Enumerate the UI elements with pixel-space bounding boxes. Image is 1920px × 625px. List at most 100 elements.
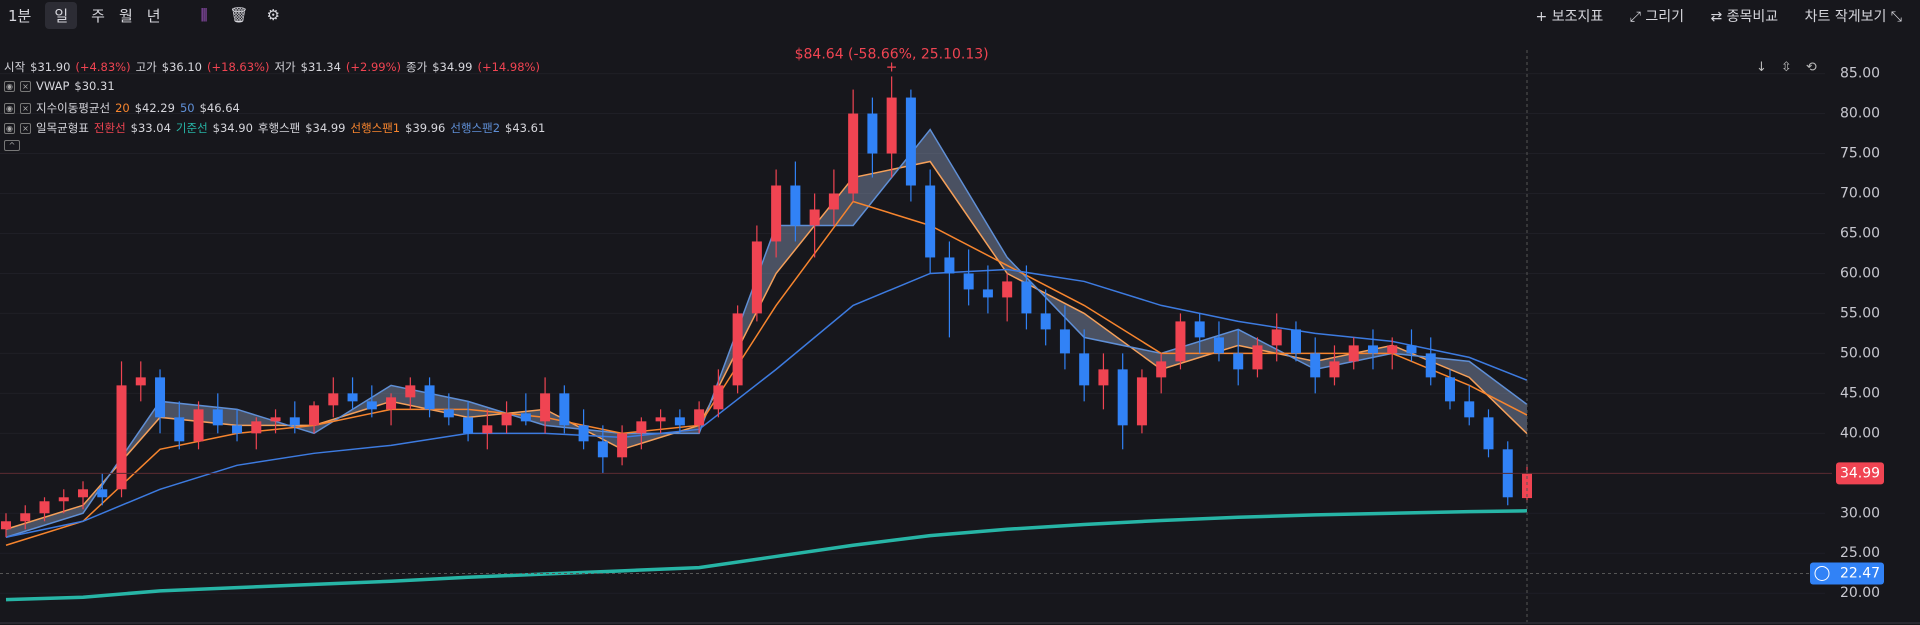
candle-body — [135, 377, 146, 386]
y-tick-label: 60.00 — [1840, 265, 1880, 281]
value: $39.96 — [405, 121, 446, 135]
annotation-marker: + — [886, 59, 898, 75]
candle-body — [463, 417, 474, 434]
label: 지수이동평균선 — [36, 101, 111, 115]
y-tick-label: 40.00 — [1840, 425, 1880, 441]
period[interactable]: 월 — [118, 6, 133, 25]
candle-body — [1464, 401, 1475, 418]
label: 전환선 — [93, 121, 126, 135]
button[interactable]: ↓ — [1756, 60, 1767, 75]
candle-body — [597, 441, 608, 458]
value: $46.64 — [199, 101, 240, 115]
close[interactable]: × — [20, 80, 31, 92]
action[interactable]: + 보조지표 — [1535, 9, 1604, 25]
candle-body — [1329, 361, 1340, 378]
candle-body — [771, 185, 782, 242]
icon[interactable]: ⚙ — [266, 6, 280, 24]
candle-body — [520, 413, 531, 422]
label: 선행스팬2 — [450, 121, 501, 135]
candle-body — [1136, 377, 1147, 426]
eye[interactable]: ◉ — [4, 80, 15, 92]
candle-body — [867, 113, 878, 154]
icon[interactable]: ⫼ — [200, 6, 208, 24]
candle-body — [578, 425, 589, 442]
change: (+14.98%) — [477, 60, 540, 74]
y-tick-label: 70.00 — [1840, 185, 1880, 201]
button[interactable]: ⇳ — [1780, 60, 1792, 75]
candle-body — [20, 513, 31, 522]
candle-body — [347, 393, 358, 402]
candle-body — [58, 497, 69, 502]
price-tag-label: 34.99 — [1840, 465, 1880, 481]
y-tick-label: 55.00 — [1840, 305, 1880, 321]
candle-body — [386, 397, 397, 410]
candle-body — [1002, 281, 1013, 298]
price-tag — [1810, 562, 1884, 585]
candle-body — [1406, 345, 1417, 354]
label: 선행스팬1 — [350, 121, 401, 135]
candle-body — [39, 501, 50, 514]
candle-body — [270, 417, 281, 422]
value: $30.31 — [74, 79, 115, 93]
candle-body — [1213, 337, 1224, 354]
candle-body — [1522, 473, 1532, 499]
candle-body — [617, 433, 628, 458]
collapse: ^ — [4, 140, 20, 151]
change: (+2.99%) — [345, 60, 402, 74]
label: 일목균형표 — [36, 121, 89, 135]
action[interactable]: ⇄ 종목비교 — [1710, 9, 1779, 25]
candle-body — [1387, 345, 1398, 354]
candle-body — [1117, 369, 1128, 426]
label: 종가 — [406, 60, 428, 74]
y-tick-label: 30.00 — [1840, 505, 1880, 521]
ma-legend: ◉ × 지수이동평균선 20 $42.29 50 $46.64 — [4, 100, 240, 116]
candle-body — [905, 97, 916, 186]
ohlc-legend: 시작 $31.90 (+4.83%) 고가 $36.10 (+18.63%) 저가 $31… — [4, 59, 540, 75]
value: $34.90 — [212, 121, 253, 135]
indicator-line — [5, 200, 1528, 546]
change: (+18.63%) — [207, 60, 270, 74]
interval[interactable]: 1분 — [8, 6, 32, 25]
candle-body — [193, 409, 204, 442]
action[interactable]: ⤢ 그리기 — [1629, 9, 1684, 25]
candle-body — [155, 377, 166, 418]
price-tag — [1836, 462, 1884, 485]
vwap-legend: ◉ × VWAP $30.31 — [4, 79, 115, 93]
candle-body — [251, 421, 262, 434]
close[interactable]: × — [20, 102, 31, 114]
period[interactable]: 년 — [146, 6, 161, 25]
eye[interactable]: ◉ — [4, 102, 15, 114]
candle-body — [1079, 353, 1090, 386]
candle-body — [1348, 345, 1359, 362]
value: $43.61 — [505, 121, 546, 135]
y-tick-label: 65.00 — [1840, 225, 1880, 241]
value: $36.10 — [161, 60, 202, 74]
candle-body — [713, 385, 724, 410]
eye[interactable]: ◉ — [4, 122, 15, 134]
icon[interactable]: 🗑 — [229, 6, 249, 24]
candle-body — [366, 401, 377, 410]
add-button[interactable] — [1814, 565, 1830, 581]
action[interactable]: 차트 작게보기 ⤡ — [1804, 9, 1902, 25]
y-tick-label: 45.00 — [1840, 385, 1880, 401]
candle-body — [636, 421, 647, 434]
candle-body — [732, 313, 743, 386]
candle-body — [944, 257, 955, 274]
period[interactable]: 일 — [45, 1, 78, 29]
period[interactable]: 주 — [91, 6, 105, 25]
label: 저가 — [274, 60, 296, 74]
candle-body — [289, 417, 300, 426]
candle-body — [328, 393, 339, 406]
candle-body — [1194, 321, 1205, 338]
candle-body — [540, 393, 551, 422]
close[interactable]: × — [20, 122, 31, 134]
collapse-button[interactable]: ^ — [4, 140, 20, 151]
candle-body — [655, 417, 666, 422]
candle-body — [1021, 281, 1032, 314]
candle-body — [1367, 345, 1378, 354]
button[interactable]: ⟲ — [1805, 60, 1817, 75]
candle-body — [405, 385, 416, 398]
candle-body — [232, 425, 243, 434]
